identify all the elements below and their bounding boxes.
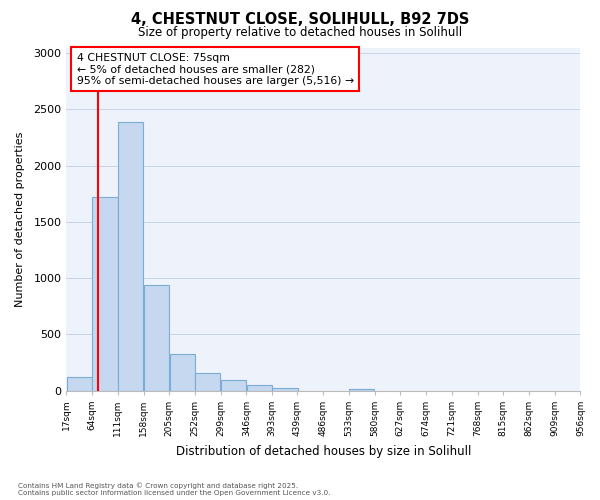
Bar xyxy=(195,374,220,391)
Bar xyxy=(247,384,272,391)
Text: 4, CHESTNUT CLOSE, SOLIHULL, B92 7DS: 4, CHESTNUT CLOSE, SOLIHULL, B92 7DS xyxy=(131,12,469,28)
Bar xyxy=(67,378,92,391)
Bar xyxy=(144,285,169,391)
Y-axis label: Number of detached properties: Number of detached properties xyxy=(15,132,25,307)
Bar xyxy=(272,388,298,391)
Bar xyxy=(349,388,374,391)
Text: Contains HM Land Registry data © Crown copyright and database right 2025.: Contains HM Land Registry data © Crown c… xyxy=(18,482,298,489)
Text: Contains public sector information licensed under the Open Government Licence v3: Contains public sector information licen… xyxy=(18,490,331,496)
X-axis label: Distribution of detached houses by size in Solihull: Distribution of detached houses by size … xyxy=(176,444,471,458)
Bar xyxy=(118,122,143,391)
Bar xyxy=(170,354,195,391)
Text: Size of property relative to detached houses in Solihull: Size of property relative to detached ho… xyxy=(138,26,462,39)
Bar xyxy=(221,380,246,391)
Bar xyxy=(92,197,118,391)
Text: 4 CHESTNUT CLOSE: 75sqm
← 5% of detached houses are smaller (282)
95% of semi-de: 4 CHESTNUT CLOSE: 75sqm ← 5% of detached… xyxy=(77,52,354,86)
